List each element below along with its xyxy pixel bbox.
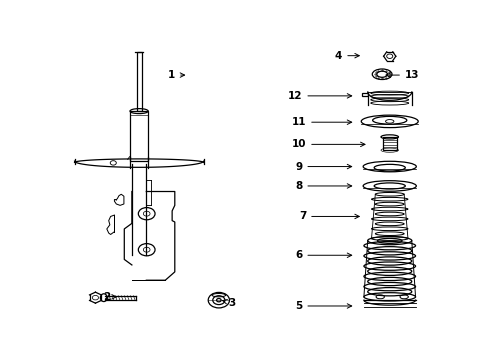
Text: 12: 12 — [288, 91, 352, 101]
Text: 10: 10 — [292, 139, 365, 149]
Text: 2: 2 — [103, 292, 117, 302]
Text: 4: 4 — [335, 51, 359, 61]
Text: 7: 7 — [299, 211, 359, 221]
Text: 6: 6 — [295, 250, 352, 260]
Text: 3: 3 — [222, 298, 236, 308]
Text: 1: 1 — [168, 70, 185, 80]
Text: 9: 9 — [295, 162, 352, 172]
Text: 8: 8 — [295, 181, 352, 191]
Text: 5: 5 — [295, 301, 352, 311]
Text: 11: 11 — [292, 117, 352, 127]
Text: 13: 13 — [386, 70, 419, 80]
